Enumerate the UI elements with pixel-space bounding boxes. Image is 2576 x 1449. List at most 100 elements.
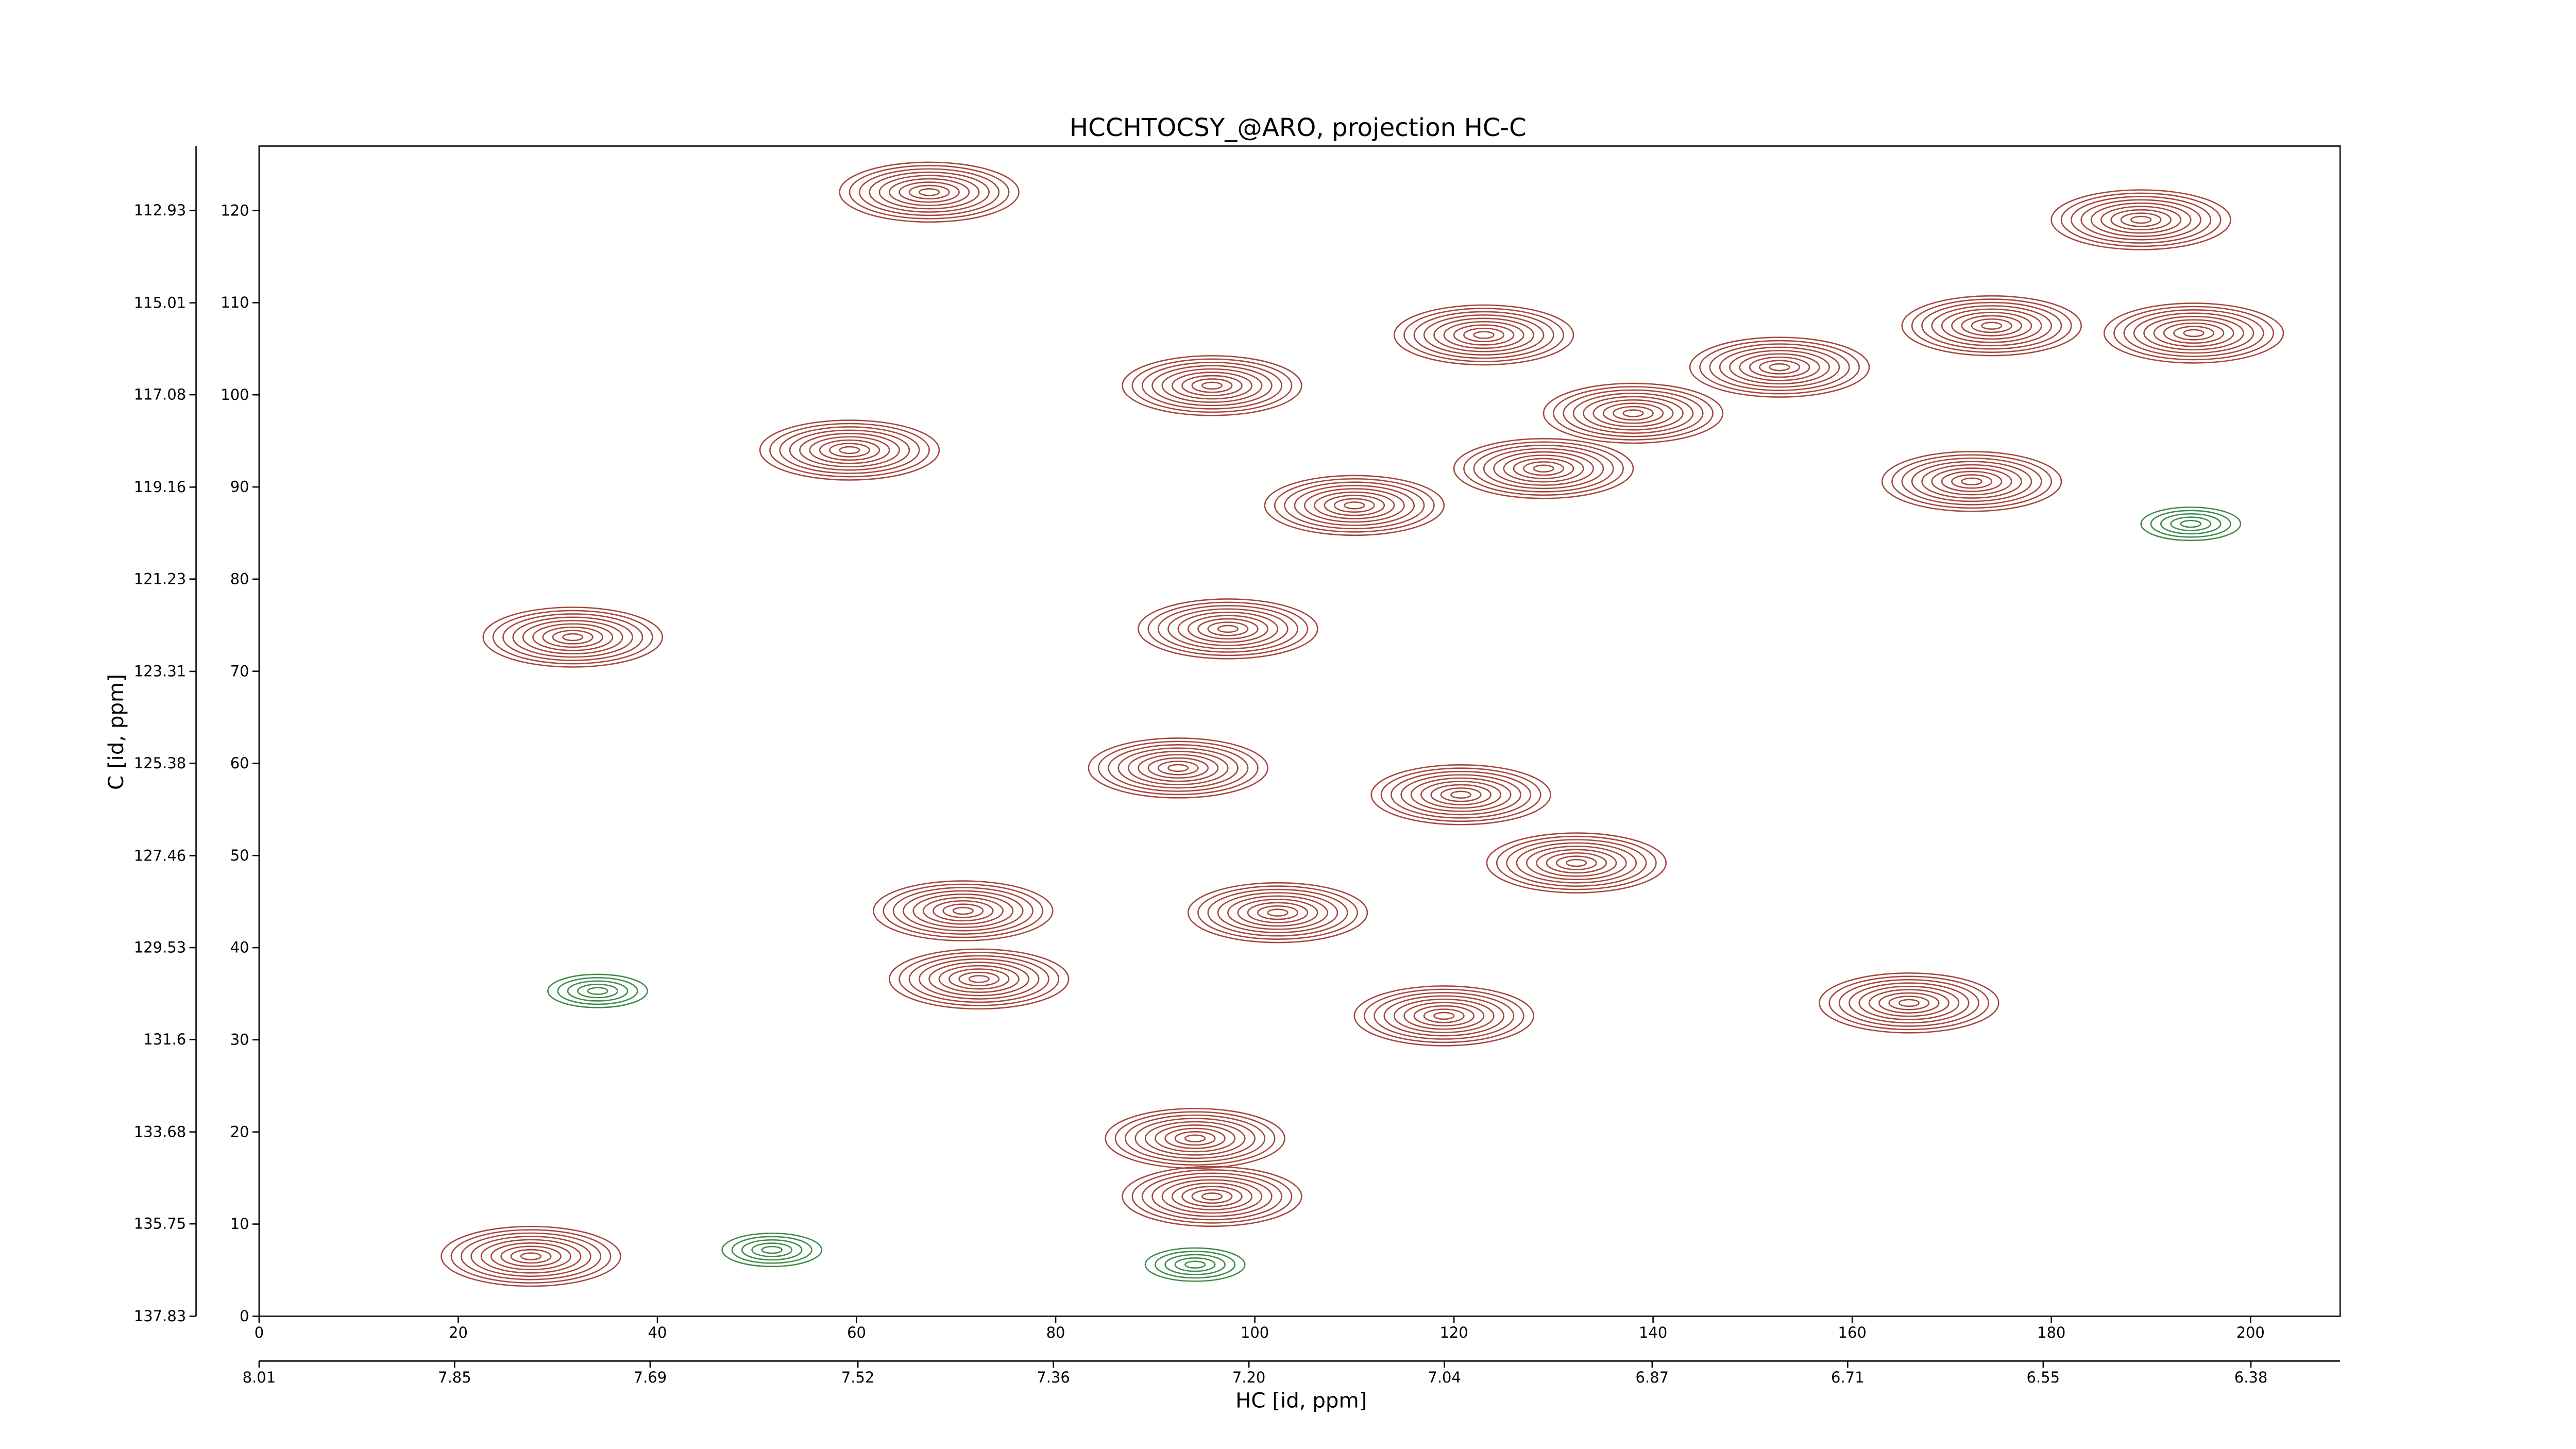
contour-ring [1901,295,2082,357]
contour-ring [587,987,608,995]
y2-tick-label: 127.46 [134,847,186,864]
x-tick-label: 60 [847,1324,866,1341]
contour-ring [500,1245,562,1267]
contour-ring [552,630,594,645]
contour-ring [1613,406,1654,421]
contour-ring [1380,767,1541,822]
contour-ring [1413,1005,1475,1027]
contour-ring [1167,608,1289,650]
contour-ring [1849,982,1970,1024]
contour-ring [1506,839,1647,887]
x-tick-label: 40 [648,1324,667,1341]
y2-tick-label: 133.68 [134,1123,186,1140]
contour-ring [1473,444,1614,493]
contour-ring [1274,478,1435,533]
contour-ring [2133,312,2255,354]
plot-frame [258,145,2341,1317]
contour-ring [889,178,970,206]
contour-ring [1088,737,1268,799]
contour-ring [510,1249,552,1264]
contour-ring [2173,326,2215,341]
x-tick-label: 200 [2236,1324,2265,1341]
contour-ring [2120,212,2162,227]
contour-ring [873,880,1054,941]
contour-ring [1201,381,1223,390]
contour-ring [839,161,1020,223]
x-tick-label: 0 [255,1324,264,1341]
contour-ring [1403,308,1564,362]
contour-ring [1144,1247,1246,1282]
contour-ring [759,419,940,481]
contour-ring [1523,461,1564,476]
contour-ring [1383,995,1505,1037]
y2-tick-label: 131.6 [143,1031,186,1048]
contour-ring [1453,438,1634,499]
x-axis-label: HC [id, ppm] [1235,1389,1367,1412]
contour-ring [460,1232,602,1280]
contour-ring [1961,477,1982,486]
contour-ring [1181,375,1243,396]
contour-ring [1344,501,1365,510]
contour-ring [1951,474,1993,489]
contour-ring [849,165,1010,220]
contour-ring [1486,832,1667,894]
contour-ring [512,616,633,658]
contour-ring [1433,317,1535,352]
contour-ring [1878,992,1940,1014]
contour-ring [1423,1008,1465,1023]
contour-ring [1891,454,2052,509]
contour-ring [1898,999,1920,1007]
contour-ring [1981,322,2003,330]
contour-ring [1513,458,1574,479]
y2-tick-label: 112.93 [134,201,186,219]
y-tick-label: 110 [221,294,249,311]
contour-ring [1157,605,1298,653]
contour-ring [918,958,1040,1000]
x2-tick-label: 6.38 [2234,1369,2268,1386]
contour-ring [1533,464,1554,473]
contour-ring [1122,1166,1302,1227]
contour-ring [547,973,648,1008]
contour-ring [1592,399,1674,428]
contour-ring [903,890,1024,932]
x-tick-label: 80 [1046,1324,1065,1341]
contour-ring [1155,1124,1236,1153]
contour-ring [1400,774,1521,816]
contour-ring [2180,519,2201,528]
contour-ring [2140,507,2242,542]
contour-ring [1443,321,1524,349]
contour-ring [1536,849,1617,877]
contour-ring [1157,761,1199,776]
contour-ring [1453,324,1515,346]
contour-ring [2163,322,2225,344]
y2-tick-label: 137.83 [134,1307,186,1325]
contour-ring [1131,358,1293,413]
contour-ring [769,423,930,478]
contour-ring [1901,457,2042,506]
contour-ring [1217,892,1338,934]
contour-ring [1473,331,1495,339]
contour-ring [839,446,860,454]
y-tick-label: 80 [230,570,249,588]
contour-ring [1303,488,1405,523]
contour-ring [1769,363,1790,372]
contour-ring [1151,1175,1273,1217]
contour-ring [1931,305,2052,347]
contour-ring [1493,451,1594,486]
contour-ring [1911,461,2032,502]
contour-ring [2050,189,2231,250]
contour-ring [1483,448,1604,490]
contour-ring [761,1245,783,1254]
contour-ring [1207,621,1249,636]
contour-ring [2143,315,2244,350]
y2-tick-label: 117.08 [134,386,186,403]
contour-ring [562,633,584,642]
contour-ring [1393,998,1495,1033]
contour-ring [1108,744,1249,792]
contour-ring [1197,618,1259,640]
contour-ring [577,983,618,999]
contour-ring [1819,972,1999,1034]
y-tick-label: 0 [240,1307,249,1325]
contour-ring [1155,1251,1236,1279]
